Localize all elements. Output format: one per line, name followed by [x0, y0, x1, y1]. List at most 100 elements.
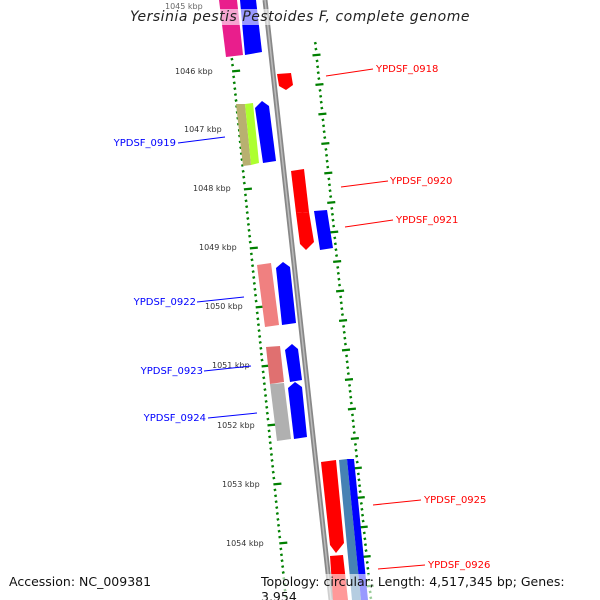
- gene-feature[interactable]: [296, 212, 314, 250]
- gene-label[interactable]: YPDSF_0924: [143, 413, 206, 424]
- minor-tick: [233, 87, 237, 91]
- major-tick: [249, 246, 258, 250]
- gene-feature[interactable]: [288, 382, 307, 439]
- gene-feature[interactable]: [291, 169, 309, 213]
- minor-tick: [365, 560, 369, 564]
- major-tick: [350, 437, 359, 440]
- minor-tick: [258, 340, 262, 344]
- gene-feature[interactable]: [257, 263, 279, 327]
- minor-tick: [260, 358, 264, 362]
- page-title-text: Yersinia pestis Pestoides F, complete ge…: [130, 9, 470, 25]
- gene-feature[interactable]: [285, 344, 302, 382]
- minor-tick: [244, 199, 248, 203]
- minor-tick: [323, 136, 327, 140]
- tick-label: 1047 kbp: [184, 125, 222, 134]
- minor-tick: [274, 500, 278, 504]
- minor-tick: [362, 531, 366, 535]
- minor-tick: [258, 335, 262, 338]
- minor-tick: [273, 488, 277, 492]
- tick-label: 1051 kbp: [212, 361, 250, 370]
- major-tick: [273, 482, 282, 486]
- minor-tick: [359, 501, 363, 505]
- minor-tick: [266, 417, 270, 421]
- minor-tick: [232, 81, 236, 85]
- minor-tick: [361, 519, 365, 523]
- minor-tick: [328, 189, 332, 193]
- minor-tick: [352, 425, 356, 429]
- gene-labels-left: YPDSF_0919 YPDSF_0922 YPDSF_0923 YPDSF_0…: [113, 136, 258, 424]
- minor-tick: [358, 490, 362, 494]
- minor-tick: [334, 248, 338, 252]
- minor-tick: [337, 283, 342, 287]
- minor-tick: [350, 413, 355, 417]
- minor-tick: [343, 336, 347, 340]
- gene-label[interactable]: YPDSF_0920: [389, 176, 452, 187]
- gene-feature[interactable]: [236, 104, 251, 166]
- gene-feature[interactable]: [277, 73, 293, 90]
- minor-tick: [329, 195, 333, 199]
- major-tick: [347, 407, 357, 411]
- gene-label[interactable]: YPDSF_0922: [133, 297, 196, 308]
- minor-tick: [346, 366, 350, 370]
- minor-tick: [322, 130, 326, 134]
- gene-label[interactable]: YPDSF_0923: [140, 366, 203, 377]
- minor-tick: [326, 165, 330, 169]
- major-tick: [330, 230, 339, 234]
- major-tick: [356, 496, 365, 499]
- minor-tick: [339, 295, 343, 299]
- minor-tick: [343, 342, 347, 346]
- minor-tick: [249, 252, 253, 256]
- minor-tick: [269, 453, 273, 456]
- minor-tick: [252, 276, 256, 279]
- minor-tick: [255, 311, 259, 315]
- minor-tick: [253, 293, 258, 297]
- major-tick: [335, 289, 345, 293]
- minor-tick: [268, 441, 272, 445]
- minor-tick: [248, 234, 252, 238]
- major-tick: [324, 171, 333, 175]
- gene-label[interactable]: YPDSF_0918: [375, 64, 438, 75]
- minor-tick: [320, 106, 324, 110]
- minor-tick: [356, 472, 360, 476]
- minor-tick: [346, 372, 350, 376]
- accession: Accession: NC_009381: [9, 574, 152, 589]
- minor-tick: [267, 429, 271, 433]
- page-title: Yersinia pestis Pestoides F, complete ge…: [0, 9, 600, 25]
- minor-tick: [364, 549, 368, 553]
- minor-tick: [247, 228, 251, 232]
- gene-feature[interactable]: [314, 210, 333, 250]
- major-tick: [359, 525, 368, 529]
- gene-feature[interactable]: [255, 101, 276, 163]
- minor-tick: [275, 506, 279, 510]
- major-tick: [321, 142, 330, 145]
- minor-tick: [271, 470, 275, 474]
- minor-tick: [366, 566, 370, 570]
- major-tick: [338, 319, 348, 322]
- minor-tick: [265, 411, 269, 415]
- minor-tick: [315, 59, 319, 63]
- gene-label[interactable]: YPDSF_0925: [423, 495, 486, 506]
- gene-label[interactable]: YPDSF_0919: [113, 138, 176, 149]
- tick-label: 1049 kbp: [199, 243, 237, 252]
- minor-tick: [345, 360, 349, 364]
- minor-tick: [336, 265, 340, 269]
- gene-feature[interactable]: [276, 262, 296, 325]
- minor-tick: [233, 93, 238, 97]
- gene-label[interactable]: YPDSF_0926: [427, 560, 490, 571]
- gene-feature[interactable]: [245, 103, 259, 165]
- gene-feature[interactable]: [347, 459, 368, 600]
- minor-tick: [234, 99, 238, 102]
- gene-feature[interactable]: [266, 346, 284, 384]
- gene-feature[interactable]: [321, 460, 344, 553]
- gene-feature[interactable]: [339, 459, 361, 600]
- gene-label[interactable]: YPDSF_0921: [395, 215, 458, 226]
- minor-tick: [261, 370, 265, 374]
- genes: [219, 0, 368, 600]
- minor-tick: [319, 100, 323, 104]
- minor-tick: [245, 205, 249, 209]
- minor-tick: [322, 124, 326, 128]
- gene-feature[interactable]: [270, 383, 291, 441]
- minor-tick: [327, 177, 331, 181]
